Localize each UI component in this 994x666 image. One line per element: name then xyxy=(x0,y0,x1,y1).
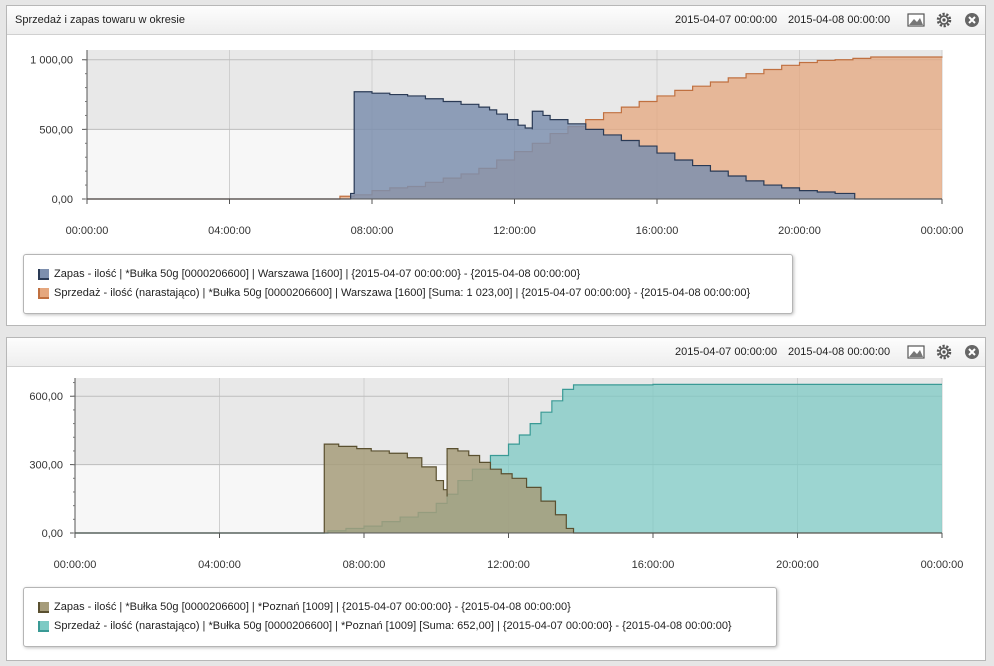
gear-icon[interactable] xyxy=(935,343,953,361)
image-export-icon[interactable] xyxy=(907,11,925,29)
legend-label: Sprzedaż - ilość (narastająco) | *Bułka … xyxy=(54,287,751,299)
legend-item-sprzedaz[interactable]: Sprzedaż - ilość (narastająco) | *Bułka … xyxy=(38,619,732,633)
close-icon[interactable] xyxy=(963,11,981,29)
y-tick-label: 300,00 xyxy=(29,460,63,472)
legend-item-zapas[interactable]: Zapas - ilość | *Bułka 50g [0000206600] … xyxy=(38,600,571,614)
legend-label: Sprzedaż - ilość (narastająco) | *Bułka … xyxy=(54,620,732,632)
panel-header: 2015-04-07 00:00:00 2015-04-08 00:00:00 xyxy=(7,338,985,367)
area-chart-1: 00:00:00 04:00:00 08:00:00 12:00:00 16:00:00… xyxy=(30,50,964,237)
series-area-1 xyxy=(87,56,942,199)
chart-legend: Zapas - ilość | *Bułka 50g [0000206600] … xyxy=(23,254,793,314)
series-swatch xyxy=(38,268,49,280)
y-tick-label: 500,00 xyxy=(39,124,73,136)
chart-panel-2: 2015-04-07 00:00:00 2015-04-08 00:00:00 … xyxy=(6,337,986,661)
legend-label: Zapas - ilość | *Bułka 50g [0000206600] … xyxy=(54,268,581,280)
date-from[interactable]: 2015-04-07 00:00:00 xyxy=(675,346,778,358)
x-tick-label: 08:00:00 xyxy=(351,225,394,237)
y-tick-label: 1 000,00 xyxy=(30,55,73,67)
legend-label: Zapas - ilość | *Bułka 50g [0000206600] … xyxy=(54,601,571,613)
area-chart-2: 00:00:00 04:00:00 08:00:00 12:00:00 16:00:00… xyxy=(29,378,964,571)
panel-title: Sprzedaż i zapas towaru w okresie xyxy=(15,14,185,26)
date-from[interactable]: 2015-04-07 00:00:00 xyxy=(675,14,778,26)
x-tick-label: 12:00:00 xyxy=(493,225,536,237)
date-to[interactable]: 2015-04-08 00:00:00 xyxy=(788,14,891,26)
x-tick-label: 00:00:00 xyxy=(66,225,109,237)
series-area-0 xyxy=(75,444,942,533)
y-tick-label: 0,00 xyxy=(42,528,63,540)
image-export-icon[interactable] xyxy=(907,343,925,361)
x-tick-label: 00:00:00 xyxy=(921,559,964,571)
series-swatch xyxy=(38,601,49,613)
x-tick-label: 16:00:00 xyxy=(632,559,675,571)
date-to[interactable]: 2015-04-08 00:00:00 xyxy=(788,346,891,358)
close-icon[interactable] xyxy=(963,343,981,361)
x-tick-label: 00:00:00 xyxy=(54,559,97,571)
x-tick-label: 12:00:00 xyxy=(487,559,530,571)
y-tick-label: 600,00 xyxy=(29,391,63,403)
legend-item-zapas[interactable]: Zapas - ilość | *Bułka 50g [0000206600] … xyxy=(38,267,580,281)
chart-legend: Zapas - ilość | *Bułka 50g [0000206600] … xyxy=(23,587,777,647)
series-swatch xyxy=(38,620,49,632)
series-line-0 xyxy=(87,91,942,200)
x-tick-label: 04:00:00 xyxy=(208,225,251,237)
chart-panel-1: Sprzedaż i zapas towaru w okresie 2015-0… xyxy=(6,5,986,326)
x-tick-label: 08:00:00 xyxy=(343,559,386,571)
x-tick-label: 04:00:00 xyxy=(198,559,241,571)
x-tick-label: 20:00:00 xyxy=(778,225,821,237)
series-area-1 xyxy=(75,384,942,533)
panel-header: Sprzedaż i zapas towaru w okresie 2015-0… xyxy=(7,6,985,35)
gear-icon[interactable] xyxy=(935,11,953,29)
x-tick-label: 16:00:00 xyxy=(636,225,679,237)
x-tick-label: 20:00:00 xyxy=(776,559,819,571)
x-tick-label: 00:00:00 xyxy=(921,225,964,237)
legend-item-sprzedaz[interactable]: Sprzedaż - ilość (narastająco) | *Bułka … xyxy=(38,286,750,300)
series-swatch xyxy=(38,287,49,299)
series-line-0 xyxy=(75,443,942,534)
y-tick-label: 0,00 xyxy=(52,194,73,206)
